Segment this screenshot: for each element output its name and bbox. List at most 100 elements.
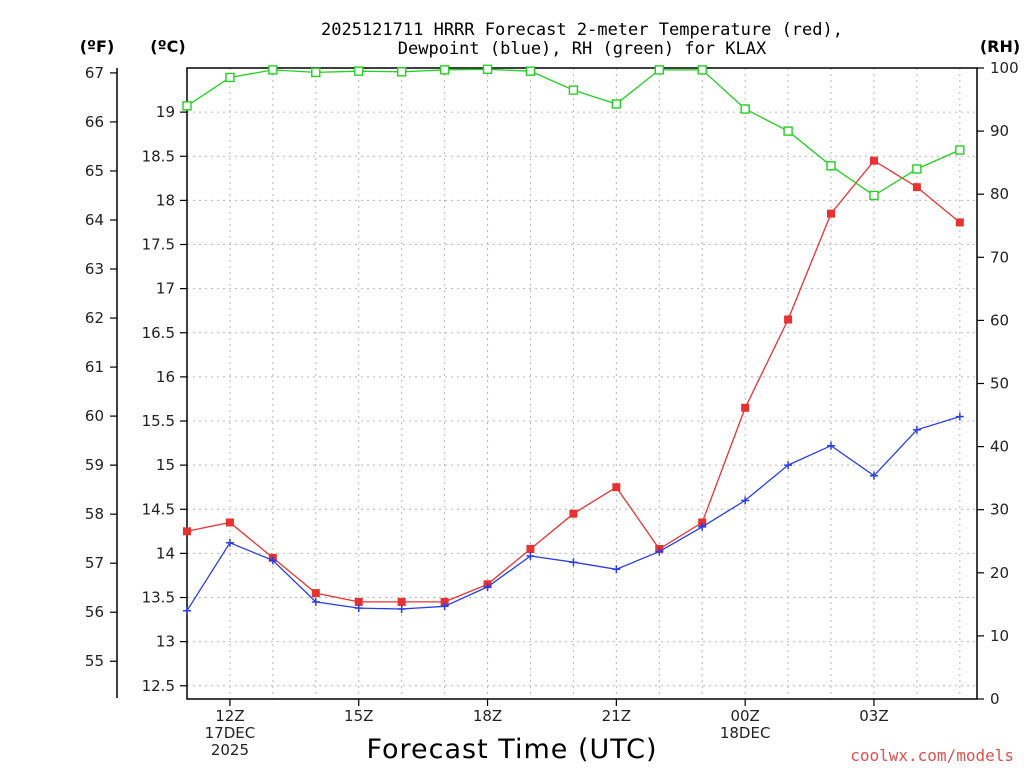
series-layer <box>182 64 965 615</box>
rh-tick-label: 20 <box>990 564 1009 582</box>
temperature-point <box>354 597 363 606</box>
fahrenheit-tick-label: 63 <box>85 260 104 278</box>
dewpoint-point <box>827 441 836 450</box>
x-tick-label: 00Z <box>730 707 759 725</box>
dewpoint-point <box>483 582 492 591</box>
temperature-point <box>869 156 878 165</box>
temperature-point <box>612 483 621 492</box>
dewpoint-point <box>612 565 621 574</box>
celsius-tick-label: 17.5 <box>142 236 175 254</box>
rh-point <box>654 65 664 75</box>
rh-tick-label: 100 <box>990 59 1019 77</box>
dewpoint-point <box>655 547 664 556</box>
celsius-tick-label: 17 <box>156 280 175 298</box>
temperature-point <box>955 218 964 227</box>
rh-point <box>396 67 407 77</box>
temperature-point <box>526 544 535 553</box>
celsius-tick-label: 14.5 <box>142 500 175 518</box>
rh-point <box>783 126 793 136</box>
rh-point <box>482 64 493 74</box>
temperature-point <box>784 315 793 324</box>
plot-frame <box>186 67 978 700</box>
fahrenheit-tick-label: 64 <box>85 211 104 229</box>
fahrenheit-tick-label: 67 <box>85 64 104 82</box>
dewpoint-point <box>183 606 191 615</box>
rh-point <box>439 65 450 75</box>
chart-title: 2025121711 HRRR Forecast 2-meter Tempera… <box>321 20 843 40</box>
fahrenheit-unit-label: (ºF) <box>80 37 115 56</box>
x-tick-label: 18DEC <box>720 724 771 742</box>
dewpoint-point <box>741 496 750 505</box>
dewpoint-point <box>912 425 921 434</box>
fahrenheit-tick-label: 58 <box>85 505 104 523</box>
axes: 55 56 57 58 59 60 61 62 63 64 65 66 67 12.5 13 13.5 14 14… <box>85 59 1019 759</box>
temperature-point <box>698 518 707 527</box>
dewpoint-point <box>225 538 234 547</box>
rh-point <box>568 85 579 95</box>
rh-tick-label: 80 <box>990 185 1009 203</box>
temperature-point <box>827 209 836 218</box>
celsius-tick-label: 16.5 <box>142 324 175 342</box>
rh-point <box>955 145 965 155</box>
rh-point <box>697 65 707 75</box>
celsius-tick-label: 13 <box>156 633 175 651</box>
rh-tick-label: 70 <box>990 248 1009 266</box>
rh-tick-label: 50 <box>990 375 1009 393</box>
celsius-unit-label: (ºC) <box>150 37 185 56</box>
chart-subtitle: Dewpoint (blue), RH (green) for KLAX <box>398 39 767 59</box>
fahrenheit-tick-label: 55 <box>85 652 104 670</box>
fahrenheit-tick-label: 66 <box>85 113 104 131</box>
rh-point <box>869 190 879 201</box>
temperature-point <box>183 527 191 536</box>
dewpoint-point <box>955 412 964 421</box>
dewpoint-point <box>869 471 878 480</box>
rh-tick-label: 30 <box>990 501 1009 519</box>
temperature-point <box>225 518 234 527</box>
fahrenheit-tick-label: 59 <box>85 456 104 474</box>
x-tick-label: 15Z <box>344 707 373 725</box>
celsius-tick-label: 15.5 <box>142 412 175 430</box>
gridlines <box>187 68 977 699</box>
celsius-tick-label: 14 <box>156 544 175 562</box>
temperature-point <box>741 403 750 412</box>
celsius-tick-label: 12.5 <box>142 677 175 695</box>
rh-point <box>740 104 750 114</box>
rh-tick-label: 90 <box>990 122 1009 140</box>
dewpoint-point <box>268 556 277 565</box>
fahrenheit-tick-label: 56 <box>85 603 104 621</box>
rh-tick-label: 10 <box>990 627 1009 645</box>
rh-tick-label: 60 <box>990 311 1009 329</box>
rh-point <box>611 99 622 109</box>
celsius-tick-label: 18.5 <box>142 147 175 165</box>
temperature-point <box>397 597 406 606</box>
temperature-point <box>569 509 578 518</box>
rh-point <box>525 66 536 76</box>
dewpoint-point <box>354 604 363 613</box>
rh-unit-label: (RH) <box>980 37 1020 56</box>
x-tick-label: 2025 <box>211 741 249 759</box>
credit-label: coolwx.com/models <box>850 746 1014 765</box>
temperature-point <box>440 597 449 606</box>
fahrenheit-tick-label: 65 <box>85 162 104 180</box>
celsius-tick-label: 13.5 <box>142 589 175 607</box>
rh-tick-label: 0 <box>990 690 1000 708</box>
x-axis-title: Forecast Time (UTC) <box>366 734 657 765</box>
rh-point <box>354 66 364 76</box>
dewpoint-point <box>311 597 320 606</box>
celsius-tick-label: 19 <box>156 103 175 121</box>
dewpoint-point <box>698 522 707 531</box>
temperature-point <box>311 589 320 598</box>
fahrenheit-tick-label: 57 <box>85 554 104 572</box>
dewpoint-point <box>569 558 578 567</box>
temperature-point <box>912 183 921 192</box>
rh-point <box>311 67 321 78</box>
x-tick-label: 03Z <box>859 707 888 725</box>
x-tick-label: 12Z <box>215 707 244 725</box>
x-tick-label: 21Z <box>602 707 631 725</box>
dewpoint-point <box>440 602 449 611</box>
dewpoint-point <box>397 604 406 613</box>
x-tick-label: 18Z <box>473 707 502 725</box>
fahrenheit-tick-label: 61 <box>85 358 104 376</box>
rh-point <box>912 164 922 174</box>
